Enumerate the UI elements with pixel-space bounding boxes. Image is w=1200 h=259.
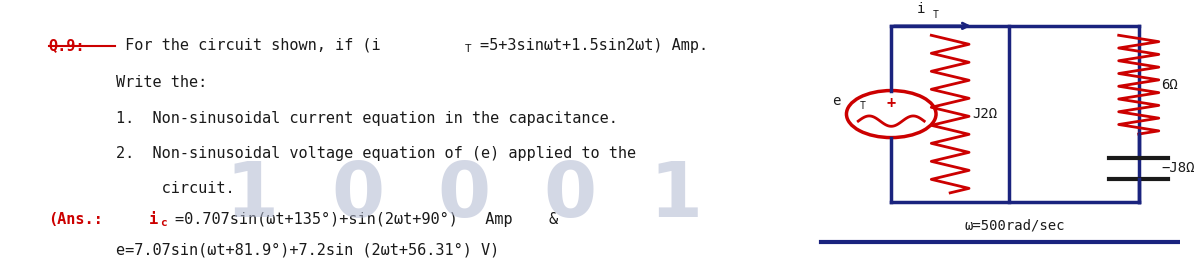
Text: +: + <box>887 96 895 111</box>
Text: circuit.: circuit. <box>115 181 234 196</box>
Text: =0.707sin(ωt+135°)+sin(2ωt+90°)   Amp    &: =0.707sin(ωt+135°)+sin(2ωt+90°) Amp & <box>175 212 558 227</box>
Text: c: c <box>161 218 167 228</box>
Text: 0: 0 <box>438 159 491 233</box>
Text: 2.  Non-sinusoidal voltage equation of (e) applied to the: 2. Non-sinusoidal voltage equation of (e… <box>115 146 636 161</box>
Text: ω=500rad/sec: ω=500rad/sec <box>965 219 1066 233</box>
Text: T: T <box>934 10 938 20</box>
Text: 6Ω: 6Ω <box>1162 78 1178 92</box>
Text: i: i <box>917 3 925 17</box>
Text: T: T <box>464 44 472 54</box>
Text: J2Ω: J2Ω <box>972 107 997 121</box>
Text: For the circuit shown, if (i: For the circuit shown, if (i <box>115 38 380 53</box>
Text: 1: 1 <box>226 159 278 233</box>
Text: Write the:: Write the: <box>115 75 206 90</box>
Text: e: e <box>832 94 840 108</box>
Text: i: i <box>149 212 158 227</box>
Text: 1.  Non-sinusoidal current equation in the capacitance.: 1. Non-sinusoidal current equation in th… <box>115 111 618 126</box>
Text: (Ans.:: (Ans.: <box>48 212 103 227</box>
Text: T: T <box>859 101 865 111</box>
Text: e=7.07sin(ωt+81.9°)+7.2sin (2ωt+56.31°) V): e=7.07sin(ωt+81.9°)+7.2sin (2ωt+56.31°) … <box>115 242 499 257</box>
Text: 1: 1 <box>649 159 703 233</box>
Text: 0: 0 <box>331 159 384 233</box>
Text: Q.9:: Q.9: <box>48 38 85 53</box>
Text: −J8Ω: −J8Ω <box>1162 161 1195 175</box>
Text: =5+3sinωt+1.5sin2ωt) Amp.: =5+3sinωt+1.5sin2ωt) Amp. <box>480 38 708 53</box>
Text: 0: 0 <box>544 159 596 233</box>
